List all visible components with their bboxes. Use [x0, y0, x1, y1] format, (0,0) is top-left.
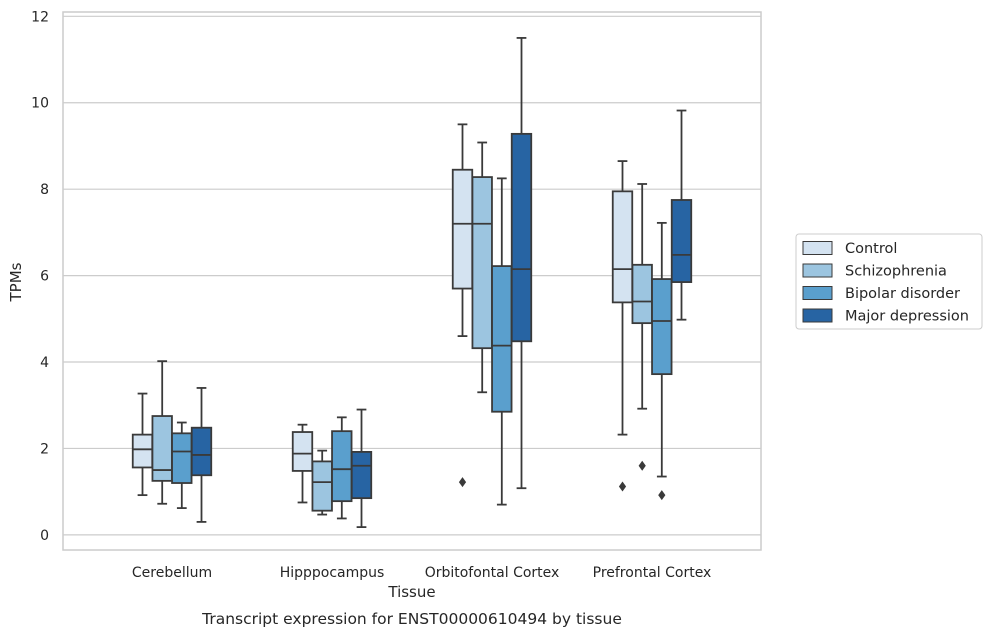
box	[350, 408, 373, 528]
legend-frame	[795, 233, 983, 330]
box	[131, 392, 154, 497]
box-iqr	[131, 433, 154, 469]
box-iqr	[471, 176, 493, 350]
box-iqr	[171, 432, 193, 484]
box-iqr	[611, 190, 634, 304]
x-tick-label: Cerebellum	[132, 565, 212, 581]
box	[471, 141, 493, 394]
box	[151, 360, 173, 505]
x-tick-label: Hipppocampus	[280, 565, 385, 581]
box-iqr	[350, 451, 373, 500]
x-tick-label: Prefrontal Cortex	[593, 565, 712, 581]
box	[331, 416, 353, 520]
box-iqr	[491, 265, 513, 413]
legend-label: Major depression	[845, 309, 969, 325]
box-iqr	[291, 431, 314, 472]
legend-swatch	[802, 286, 833, 300]
box	[491, 177, 513, 506]
legend-label: Bipolar disorder	[845, 286, 960, 302]
y-tick-label: 6	[40, 269, 49, 285]
box-iqr	[331, 430, 353, 503]
y-tick-label: 4	[40, 355, 49, 371]
box-iqr	[451, 168, 474, 290]
legend-label: Schizophrenia	[845, 264, 947, 280]
box-plots	[131, 37, 693, 528]
plot-frame	[62, 11, 762, 551]
x-tick-label: Orbitofontal Cortex	[425, 565, 560, 581]
box-iqr	[670, 199, 693, 283]
y-tick-label: 12	[31, 9, 49, 25]
box-iqr	[510, 132, 533, 343]
y-tick-label: 2	[40, 441, 49, 457]
box	[670, 109, 693, 321]
box	[451, 123, 474, 488]
box	[651, 221, 673, 501]
legend-swatch	[802, 241, 833, 255]
x-tick-labels: Cerebellum Hipppocampus Orbitofontal Corte…	[132, 565, 711, 581]
box	[171, 421, 193, 509]
outlier-point	[618, 481, 627, 492]
y-axis-title: TPMs	[7, 262, 25, 302]
box-iqr	[190, 426, 213, 477]
box	[631, 183, 653, 471]
chart-caption: Transcript expression for ENST0000061049…	[201, 610, 622, 628]
outlier-point	[458, 477, 467, 488]
box-iqr	[311, 460, 333, 512]
legend-swatch	[802, 263, 833, 278]
y-tick-label: 8	[40, 182, 49, 198]
x-axis-title: Tissue	[387, 583, 435, 601]
box	[611, 160, 634, 492]
box	[190, 387, 213, 523]
box-iqr	[631, 263, 653, 325]
y-tick-labels: 0 2 4 6 8 10 12	[31, 9, 49, 544]
legend-swatch	[802, 308, 833, 323]
box	[311, 449, 333, 516]
box-iqr	[151, 415, 173, 482]
box	[510, 37, 533, 490]
box	[291, 423, 314, 504]
box-iqr	[651, 278, 673, 376]
legend: Control Schizophrenia Bipolar disorder Majo…	[795, 233, 983, 330]
y-tick-label: 0	[40, 528, 49, 544]
y-tick-label: 10	[31, 96, 49, 112]
legend-label: Control	[845, 241, 897, 257]
outlier-point	[638, 460, 646, 471]
outlier-point	[658, 490, 666, 501]
